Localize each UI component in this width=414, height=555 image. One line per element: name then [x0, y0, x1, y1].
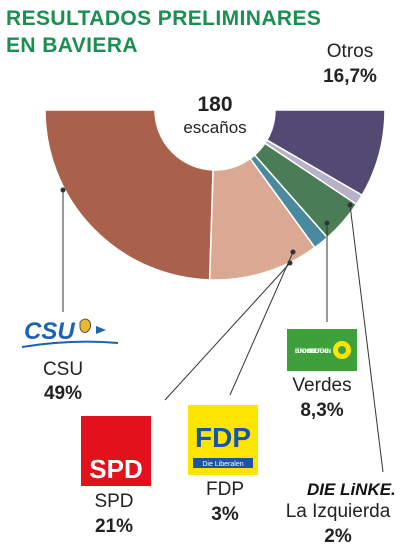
- leader-lines: [60, 187, 384, 473]
- spd-logo-box: [81, 416, 151, 486]
- sunflower-center-icon: [338, 346, 346, 354]
- csu-logo: CSU: [21, 318, 119, 348]
- leader-line-izquierda: [349, 204, 384, 473]
- label-izquierda-pct: 2%: [324, 526, 352, 547]
- leader-line-fdp: [229, 251, 294, 396]
- csu-logo-text: CSU: [24, 318, 75, 345]
- fdp-logo-band: [193, 458, 253, 468]
- chart-title-line-2: EN BAVIERA: [6, 34, 138, 57]
- fdp-logo: FDP Die Liberalen: [188, 405, 258, 475]
- label-verdes-pct: 8,3%: [300, 400, 343, 421]
- center-seat-label: escaños: [183, 118, 246, 137]
- fdp-logo-subtext: Die Liberalen: [202, 461, 243, 468]
- label-otros-name: Otros: [327, 41, 373, 62]
- gruene-logo-text: BÜNDNIS 90 DIE GRÜNEN: [295, 348, 331, 355]
- label-izquierda-name: La Izquierda: [286, 501, 391, 522]
- slice-otros: [265, 109, 386, 197]
- csu-arrow-icon: [96, 326, 106, 334]
- donut-slices: [44, 109, 386, 281]
- csu-swoosh-icon: [21, 340, 119, 348]
- label-otros-pct: 16,7%: [323, 66, 377, 87]
- label-csu-pct: 49%: [44, 383, 82, 404]
- label-fdp-pct: 3%: [211, 504, 239, 525]
- slice-csu: [44, 109, 214, 281]
- fdp-logo-text: FDP: [195, 422, 251, 453]
- chart-title-line-1: RESULTADOS PRELIMINARES: [6, 7, 321, 30]
- label-csu-name: CSU: [43, 359, 83, 380]
- label-spd-pct: 21%: [95, 516, 133, 537]
- label-verdes-name: Verdes: [292, 375, 351, 396]
- linke-logo: DIE LiNKE.: [307, 480, 396, 499]
- gruene-logo: BÜNDNIS 90 DIE GRÜNEN: [287, 329, 357, 371]
- spd-logo: SPD: [81, 416, 151, 486]
- label-spd-name: SPD: [94, 491, 133, 512]
- spd-logo-text: SPD: [89, 454, 142, 484]
- center-seat-count: 180: [197, 93, 232, 116]
- label-fdp-name: FDP: [206, 479, 244, 500]
- lion-icon: [79, 318, 91, 333]
- leader-line-spd: [164, 262, 291, 401]
